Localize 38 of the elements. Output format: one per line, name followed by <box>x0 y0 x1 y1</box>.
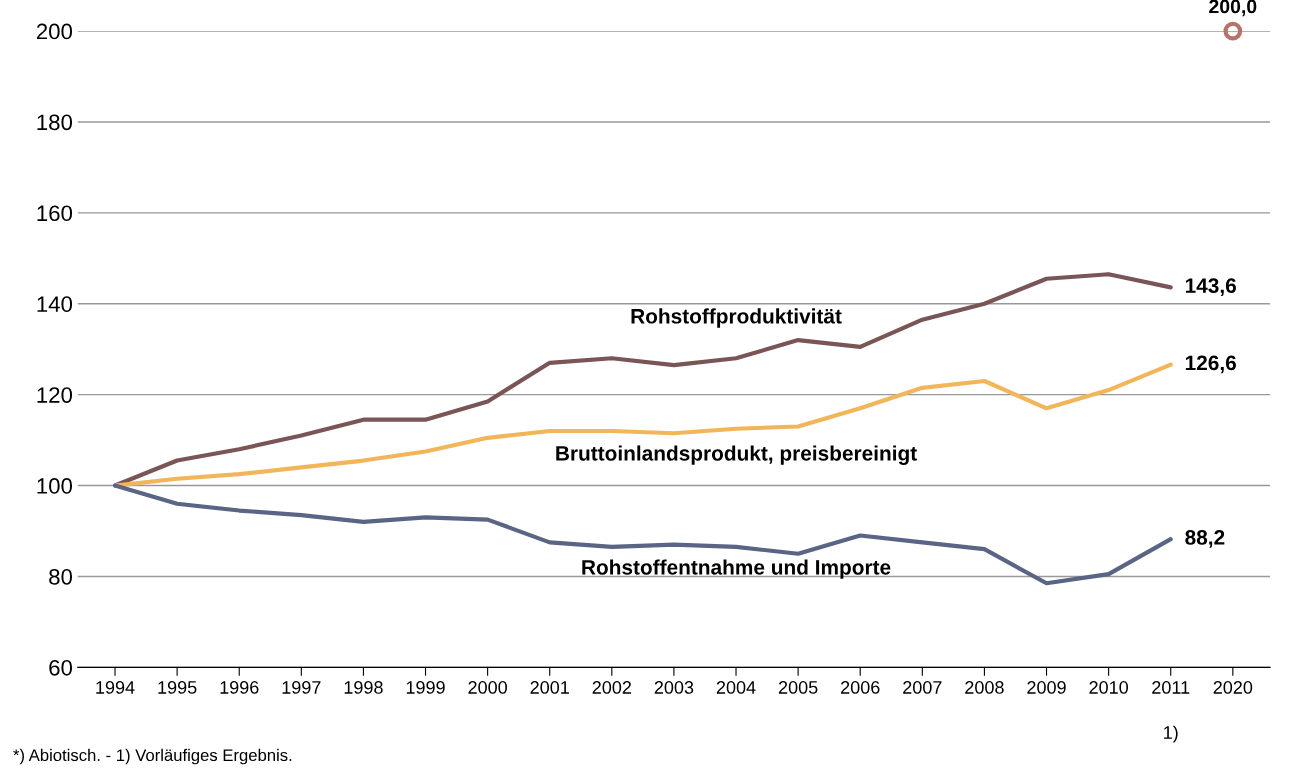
x-tick-label: 2002 <box>592 681 631 694</box>
x-tick-label: 2020 <box>1213 681 1253 694</box>
line-series <box>112 362 1173 488</box>
text: 1) <box>1164 725 1178 743</box>
data-label: 200,0 <box>1209 0 1257 17</box>
data-label: 126,6 <box>1185 355 1236 374</box>
x-tick-label: 2005 <box>778 681 818 694</box>
x-tick-label: 1997 <box>282 681 321 694</box>
text: *) Abiotisch. - 1) Vorläufiges Ergebnis. <box>13 748 292 765</box>
x-tick-label: 2007 <box>903 681 942 694</box>
x-tick-label: 2009 <box>1027 681 1066 694</box>
y-tick-label: 180 <box>37 114 73 131</box>
x-tick-label: 1995 <box>158 681 197 694</box>
data-label: 88,2 <box>1185 530 1225 548</box>
x-tick-label: 1999 <box>406 681 445 694</box>
y-tick-label: 60 <box>49 659 73 676</box>
line-series <box>112 483 1173 586</box>
x-tick-label: 2011 <box>1152 681 1190 694</box>
x-tick-label: 2001 <box>530 681 569 694</box>
y-tick-label: 200 <box>36 23 73 40</box>
x-tick-label: 2000 <box>468 681 507 694</box>
data-label: 143,6 <box>1185 278 1236 296</box>
y-tick-label: 140 <box>37 296 73 313</box>
series-label: Bruttoinlandsprodukt, preisbereinigt <box>556 445 917 465</box>
y-tick-label: 80 <box>49 568 73 585</box>
x-tick-label: 1994 <box>96 681 135 694</box>
x-tick-label: 2008 <box>965 681 1004 694</box>
y-tick-label: 120 <box>37 387 73 403</box>
y-tick-label: 160 <box>37 205 73 222</box>
x-tick-label: 2003 <box>654 681 694 694</box>
x-tick-label: 1998 <box>344 681 383 694</box>
x-tick-label: 2010 <box>1089 681 1128 694</box>
series-label: Rohstoffentnahme und Importe <box>582 559 891 579</box>
series-label: Rohstoffproduktivität <box>631 308 842 328</box>
x-tick-label: 2006 <box>841 681 880 694</box>
x-tick-label: 2004 <box>716 681 756 694</box>
x-tick-label: 1996 <box>220 681 259 694</box>
y-tick-label: 100 <box>37 478 73 494</box>
